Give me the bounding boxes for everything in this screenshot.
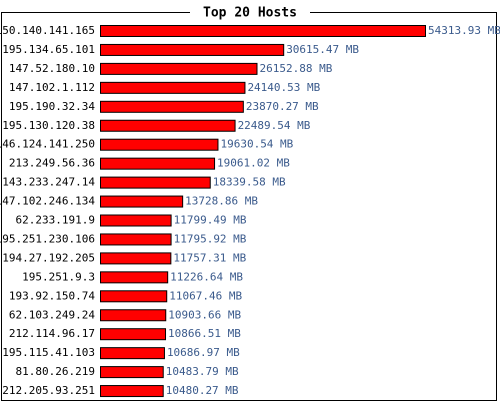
value-label: 11226.64 MB (170, 270, 243, 283)
host-label: 150.140.141.165 (0, 24, 95, 37)
bar (100, 347, 165, 360)
value-label: 26152.88 MB (259, 62, 332, 75)
bar (100, 290, 168, 303)
value-label: 19630.54 MB (220, 138, 293, 151)
bar (100, 176, 211, 189)
bar (100, 43, 285, 56)
title-background (190, 4, 310, 20)
bar (100, 25, 426, 37)
value-label: 54313.93 MB (428, 24, 500, 37)
value-label: 23870.27 MB (246, 100, 319, 113)
host-label: 195.115.41.103 (2, 346, 95, 359)
bar (100, 366, 164, 379)
host-label: 195.134.65.101 (2, 43, 95, 56)
host-label: 195.251.9.3 (22, 270, 95, 283)
bar (100, 138, 219, 151)
value-label: 19061.02 MB (217, 157, 290, 170)
host-label: 212.114.96.17 (9, 327, 95, 340)
host-label: 62.103.249.24 (9, 308, 95, 321)
bar (100, 309, 167, 322)
bar (100, 81, 246, 94)
bar (100, 385, 164, 398)
value-label: 30615.47 MB (286, 43, 359, 56)
bar (100, 195, 184, 208)
bar (100, 119, 236, 132)
host-label: 195.190.32.34 (9, 100, 95, 113)
value-label: 10866.51 MB (168, 327, 241, 340)
bar (100, 157, 216, 170)
value-label: 11799.49 MB (174, 214, 247, 227)
host-label: 195.251.230.106 (0, 232, 95, 245)
bar (100, 62, 258, 75)
value-label: 13728.86 MB (185, 195, 258, 208)
value-label: 11795.92 MB (174, 232, 247, 245)
bar (100, 214, 172, 227)
value-label: 11067.46 MB (169, 289, 242, 302)
bar (100, 271, 169, 284)
host-label: 62.233.191.9 (16, 214, 95, 227)
host-label: 143.233.247.14 (2, 176, 95, 189)
value-label: 22489.54 MB (238, 119, 311, 132)
host-label: 81.80.26.219 (16, 365, 95, 378)
bar (100, 100, 244, 113)
value-label: 24140.53 MB (247, 81, 320, 94)
host-label: 212.205.93.251 (2, 384, 95, 397)
bar (100, 252, 172, 265)
host-label: 194.27.192.205 (2, 251, 95, 264)
chart-title: Top 20 Hosts (203, 6, 297, 21)
value-label: 11757.31 MB (173, 251, 246, 264)
bar (100, 233, 172, 246)
host-label: 146.124.141.250 (0, 138, 95, 151)
value-label: 10480.27 MB (166, 384, 239, 397)
host-label: 195.130.120.38 (2, 119, 95, 132)
host-label: 193.92.150.74 (9, 289, 95, 302)
value-label: 18339.58 MB (213, 176, 286, 189)
value-label: 10686.97 MB (167, 346, 240, 359)
value-label: 10483.79 MB (166, 365, 239, 378)
host-label: 147.102.1.112 (9, 81, 95, 94)
host-label: 147.52.180.10 (9, 62, 95, 75)
host-label: 213.249.56.36 (9, 157, 95, 170)
value-label: 10903.66 MB (168, 308, 241, 321)
host-label: 147.102.246.134 (0, 195, 95, 208)
bar (100, 328, 167, 341)
